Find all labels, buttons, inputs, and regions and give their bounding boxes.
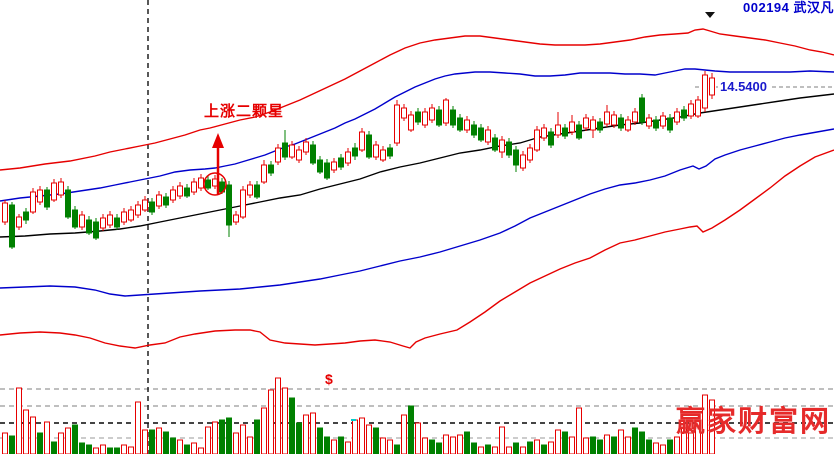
up-arrow-head-icon bbox=[212, 133, 224, 148]
band-line-lower-envelope-red bbox=[0, 149, 834, 349]
pattern-annotation-text: 上涨二颗星 bbox=[204, 103, 285, 120]
band-line-middle-black bbox=[0, 93, 834, 238]
band-line-lower-mid-blue bbox=[0, 128, 834, 297]
dollar-marker: $ bbox=[325, 371, 333, 387]
stock-code-name-label: 002194 武汉凡谷 bbox=[743, 0, 834, 15]
site-watermark: 赢家财富网 bbox=[676, 406, 832, 438]
latest-price-label: 14.5400 bbox=[718, 79, 769, 94]
pattern-circle-annotation bbox=[203, 172, 227, 196]
band-line-upper-mid-blue bbox=[0, 68, 834, 202]
band-line-upper-envelope-red bbox=[0, 28, 834, 171]
down-triangle-marker-icon bbox=[705, 12, 715, 18]
